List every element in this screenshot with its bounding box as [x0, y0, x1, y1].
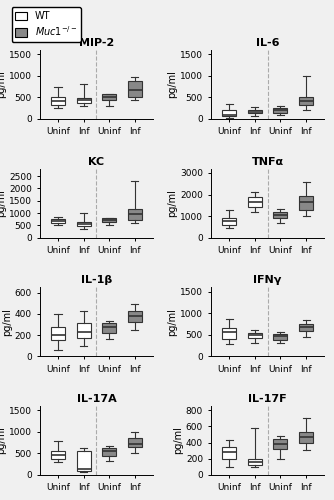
PathPatch shape	[274, 334, 288, 340]
Y-axis label: pg/ml: pg/ml	[167, 308, 177, 336]
Legend: WT, $Muc1^{-/-}$: WT, $Muc1^{-/-}$	[12, 8, 81, 42]
PathPatch shape	[299, 324, 313, 332]
PathPatch shape	[274, 212, 288, 218]
PathPatch shape	[248, 333, 262, 338]
PathPatch shape	[128, 438, 142, 448]
PathPatch shape	[76, 451, 91, 470]
Title: MIP-2: MIP-2	[79, 38, 114, 48]
PathPatch shape	[102, 94, 116, 100]
PathPatch shape	[222, 218, 236, 224]
PathPatch shape	[128, 210, 142, 220]
PathPatch shape	[222, 110, 236, 116]
PathPatch shape	[222, 328, 236, 339]
PathPatch shape	[51, 326, 65, 340]
PathPatch shape	[76, 324, 91, 338]
Title: KC: KC	[89, 156, 105, 166]
Y-axis label: pg/ml: pg/ml	[0, 426, 6, 454]
Y-axis label: pg/ml: pg/ml	[0, 189, 6, 217]
Title: IFNγ: IFNγ	[254, 275, 282, 285]
Title: IL-17A: IL-17A	[76, 394, 116, 404]
PathPatch shape	[102, 448, 116, 456]
Title: IL-1β: IL-1β	[81, 275, 112, 285]
PathPatch shape	[128, 310, 142, 322]
PathPatch shape	[248, 110, 262, 114]
PathPatch shape	[76, 98, 91, 102]
Y-axis label: pg/ml: pg/ml	[167, 70, 177, 99]
PathPatch shape	[299, 432, 313, 442]
PathPatch shape	[248, 459, 262, 466]
PathPatch shape	[102, 218, 116, 222]
PathPatch shape	[274, 440, 288, 449]
Y-axis label: pg/ml: pg/ml	[167, 189, 177, 217]
PathPatch shape	[299, 98, 313, 105]
PathPatch shape	[248, 196, 262, 207]
Y-axis label: pg/ml: pg/ml	[0, 70, 6, 99]
PathPatch shape	[51, 219, 65, 223]
Title: IL-6: IL-6	[256, 38, 280, 48]
Title: TNFα: TNFα	[252, 156, 284, 166]
Title: IL-17F: IL-17F	[248, 394, 287, 404]
PathPatch shape	[51, 452, 65, 458]
PathPatch shape	[102, 324, 116, 333]
PathPatch shape	[299, 196, 313, 209]
PathPatch shape	[222, 448, 236, 459]
PathPatch shape	[128, 81, 142, 96]
PathPatch shape	[76, 222, 91, 226]
PathPatch shape	[274, 108, 288, 112]
PathPatch shape	[51, 97, 65, 105]
Y-axis label: pg/ml: pg/ml	[2, 308, 12, 336]
Y-axis label: pg/ml: pg/ml	[173, 426, 183, 454]
